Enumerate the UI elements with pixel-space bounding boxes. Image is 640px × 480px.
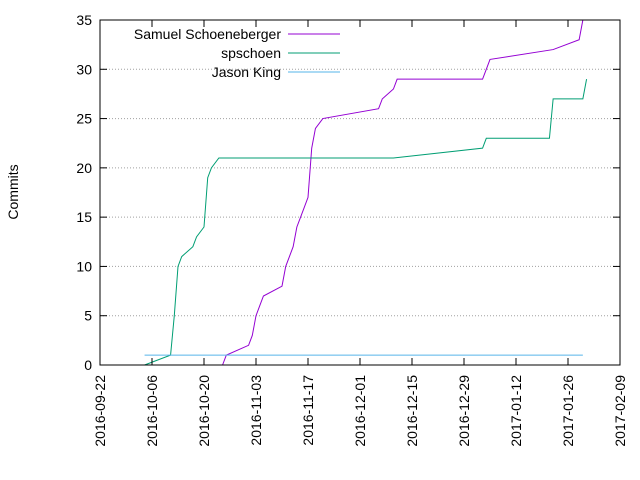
x-tick-label: 2016-11-17 [300, 375, 316, 446]
plot-border [99, 19, 621, 366]
grid-lines [100, 68, 620, 317]
y-tick-label: 25 [76, 111, 92, 127]
x-tick-label: 2016-12-15 [404, 375, 420, 447]
y-tick-label: 35 [76, 12, 92, 28]
x-tick-label: 2016-10-20 [196, 375, 212, 447]
x-tick-label: 2017-01-12 [508, 375, 524, 447]
y-axis-label: Commits [5, 164, 21, 219]
y-tick-label: 10 [76, 258, 92, 274]
x-axis-ticks: 2016-09-22 2016-10-06 2016-10-20 2016-11-03… [92, 20, 628, 447]
y-tick-label: 20 [76, 160, 92, 176]
y-tick-label: 15 [76, 209, 92, 225]
series-lines [144, 19, 588, 366]
legend-label: Jason King [212, 64, 281, 80]
y-axis-ticks: 0 5 10 15 20 25 30 35 [76, 12, 620, 373]
legend-label: spschoen [221, 45, 281, 61]
x-tick-label: 2016-09-22 [92, 375, 108, 447]
x-tick-label: 2016-10-06 [144, 375, 160, 447]
series-line-2 [144, 79, 588, 366]
series-line-1 [222, 19, 584, 366]
y-tick-label: 30 [76, 61, 92, 77]
x-tick-label: 2017-01-26 [560, 375, 576, 447]
y-tick-label: 0 [84, 357, 92, 373]
x-tick-label: 2016-12-29 [456, 375, 472, 447]
x-tick-label: 2017-02-09 [612, 375, 628, 447]
x-tick-label: 2016-12-01 [352, 375, 368, 447]
legend-label: Samuel Schoeneberger [134, 26, 281, 42]
y-tick-label: 5 [84, 308, 92, 324]
x-tick-label: 2016-11-03 [248, 375, 264, 446]
legend: Samuel Schoeneberger spschoen Jason King [134, 26, 340, 80]
